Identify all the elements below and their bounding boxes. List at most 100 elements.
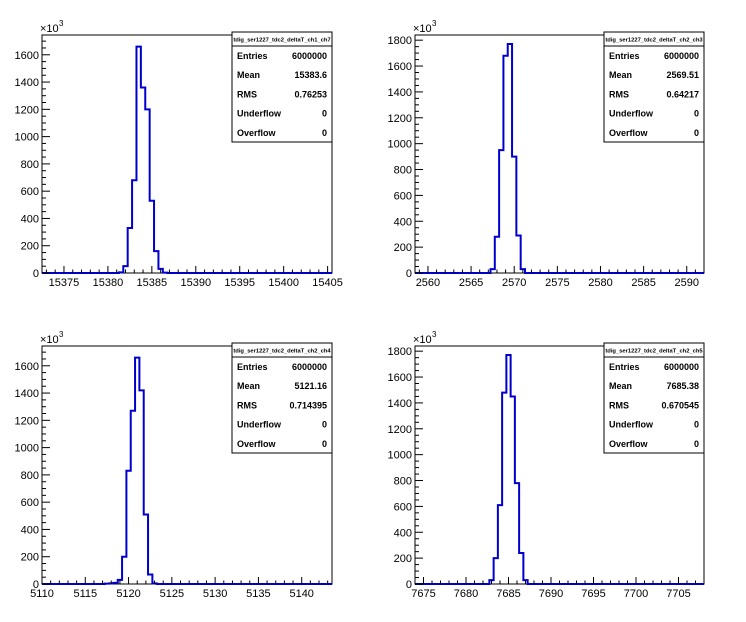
- x-tick-label: 15400: [268, 277, 299, 289]
- y-exponent-power: 3: [432, 19, 437, 28]
- y-tick-label: 1400: [15, 388, 39, 400]
- histogram-bin-6: [512, 157, 516, 273]
- y-tick-label: 200: [21, 241, 39, 253]
- stats-value: 0.670545: [661, 400, 699, 410]
- stats-value: 0: [322, 420, 327, 430]
- histogram-bin-4: [502, 393, 506, 584]
- stats-label: Mean: [609, 70, 632, 80]
- stats-title: tdig_ser1227_tdc2_deltaT_ch2_ch3: [605, 38, 703, 44]
- histogram-outline: [415, 43, 704, 274]
- y-tick-label: 1000: [15, 443, 39, 455]
- histogram-bin-5: [122, 557, 126, 584]
- histogram-outline: [415, 354, 704, 585]
- stats-value: 6000000: [292, 51, 327, 61]
- x-tick-label: 15380: [93, 277, 124, 289]
- stats-value: 2569.51: [666, 70, 699, 80]
- x-tick-label: 15390: [180, 277, 211, 289]
- stats-label: Entries: [237, 51, 268, 61]
- x-tick-label: 7695: [581, 588, 605, 600]
- y-tick-label: 1400: [388, 87, 412, 99]
- stats-value: 6000000: [292, 362, 327, 372]
- stats-label: Underflow: [609, 109, 654, 119]
- x-tick-label: 7705: [666, 588, 690, 600]
- y-tick-label: 1200: [388, 113, 412, 125]
- x-tick-label: 7690: [539, 588, 563, 600]
- stats-label: RMS: [237, 400, 257, 410]
- y-exponent-label: ×10: [40, 23, 59, 35]
- y-tick-label: 800: [21, 470, 39, 482]
- y-exponent-power: 3: [59, 19, 64, 28]
- histogram-bin-3: [498, 505, 502, 584]
- x-tick-label: 5120: [116, 588, 140, 600]
- x-tick-label: 2590: [675, 277, 699, 289]
- histogram-bin-11: [148, 574, 152, 584]
- stats-value: 6000000: [664, 362, 699, 372]
- stats-box: tdig_ser1227_tdc2_deltaT_ch2_ch4 Entries 6…: [231, 342, 333, 454]
- y-tick-label: 400: [21, 524, 39, 536]
- y-tick-label: 600: [21, 497, 39, 509]
- y-tick-label: 400: [21, 213, 39, 225]
- y-tick-label: 600: [394, 190, 412, 202]
- histogram-bin-7: [515, 483, 519, 584]
- histogram-bin-8: [519, 553, 523, 584]
- x-tick-label: 7675: [411, 588, 435, 600]
- stats-value: 0: [322, 109, 327, 119]
- y-tick-label: 1000: [388, 139, 412, 151]
- histogram-panel-2: 2560 2565 2570 2575 2580 2585 2590 0 200 400 600 80…: [388, 19, 705, 289]
- y-tick-label: 1200: [388, 424, 412, 436]
- histogram-bin-6: [511, 396, 515, 584]
- stats-label: Entries: [609, 362, 640, 372]
- y-tick-label: 1800: [388, 35, 412, 47]
- y-exponent-power: 3: [59, 330, 64, 339]
- histogram-bin-7: [145, 109, 149, 273]
- y-tick-label: 1400: [15, 77, 39, 89]
- stats-label: RMS: [609, 400, 629, 410]
- stats-value: 0: [322, 439, 327, 449]
- x-tick-label: 7700: [624, 588, 648, 600]
- stats-box: tdig_ser1227_tdc2_deltaT_ch1_ch7 Entries 6…: [231, 31, 333, 143]
- y-tick-label: 1600: [15, 50, 39, 62]
- y-tick-label: 800: [394, 476, 412, 488]
- stats-label: Overflow: [609, 439, 649, 449]
- stats-value: 7685.38: [666, 381, 699, 391]
- x-tick-label: 15375: [49, 277, 80, 289]
- histogram-panel-1: 15375 15380 15385 15390 15395 15400 15405 0 200 4…: [15, 19, 343, 289]
- x-tick-label: 7685: [496, 588, 520, 600]
- x-tick-label: 15405: [312, 277, 343, 289]
- stats-value: 0: [694, 109, 699, 119]
- stats-label: RMS: [237, 89, 257, 99]
- y-exponent-label: ×10: [413, 334, 432, 346]
- y-tick-label: 1800: [388, 346, 412, 358]
- stats-value: 0: [694, 128, 699, 138]
- stats-label: Entries: [237, 362, 268, 372]
- stats-title: tdig_ser1227_tdc2_deltaT_ch1_ch7: [233, 38, 330, 44]
- histogram-bin-3: [113, 583, 117, 584]
- x-tick-label: 2570: [502, 277, 526, 289]
- histogram-bin-6: [141, 88, 145, 273]
- stats-label: Mean: [237, 70, 260, 80]
- histogram-bin-10: [144, 514, 148, 584]
- x-tick-label: 5130: [203, 588, 227, 600]
- x-tick-label: 2585: [631, 277, 655, 289]
- histogram-bin-7: [131, 411, 135, 584]
- y-tick-label: 200: [21, 552, 39, 564]
- x-tick-label: 2565: [459, 277, 483, 289]
- histogram-bin-5: [506, 355, 510, 584]
- histogram-bin-4: [503, 56, 507, 273]
- y-exponent-label: ×10: [413, 23, 432, 35]
- stats-value: 0.64217: [666, 89, 699, 99]
- stats-box-frame: [603, 31, 705, 143]
- stats-label: Underflow: [237, 420, 282, 430]
- stats-value: 0: [322, 128, 327, 138]
- histogram-panel-3: 5110 5115 5120 5125 5130 5135 5140 0 200 400 600 80…: [15, 330, 333, 600]
- histogram-bin-8: [135, 358, 139, 584]
- y-tick-label: 600: [21, 186, 39, 198]
- histogram-bin-3: [499, 150, 503, 273]
- y-tick-label: 1000: [15, 132, 39, 144]
- x-tick-label: 5135: [246, 588, 270, 600]
- y-tick-label: 400: [394, 216, 412, 228]
- histogram-bin-5: [136, 47, 140, 273]
- stats-box-frame: [231, 342, 333, 454]
- stats-title: tdig_ser1227_tdc2_deltaT_ch2_ch5: [605, 349, 703, 355]
